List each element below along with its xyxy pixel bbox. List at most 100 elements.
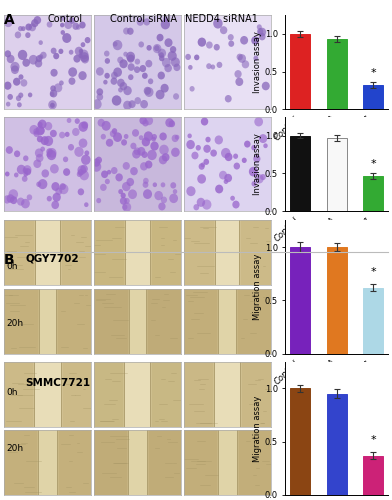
Bar xyxy=(38,430,57,495)
Bar xyxy=(327,247,347,354)
Circle shape xyxy=(9,189,18,200)
Circle shape xyxy=(42,170,49,177)
Circle shape xyxy=(124,198,130,204)
Circle shape xyxy=(156,34,163,42)
Circle shape xyxy=(142,72,148,79)
Circle shape xyxy=(173,93,179,100)
Circle shape xyxy=(10,196,17,204)
Text: A: A xyxy=(4,12,15,26)
Circle shape xyxy=(59,184,69,194)
Circle shape xyxy=(158,48,166,58)
Circle shape xyxy=(169,194,178,203)
Circle shape xyxy=(115,174,123,182)
Y-axis label: Migration assay: Migration assay xyxy=(253,395,262,462)
Circle shape xyxy=(223,179,228,184)
Circle shape xyxy=(137,147,145,156)
Circle shape xyxy=(14,172,18,178)
Bar xyxy=(129,288,146,354)
Circle shape xyxy=(242,158,247,163)
Circle shape xyxy=(18,26,23,32)
Circle shape xyxy=(63,168,70,176)
Circle shape xyxy=(100,184,107,191)
Circle shape xyxy=(130,167,138,175)
Circle shape xyxy=(101,170,108,178)
Circle shape xyxy=(29,55,38,64)
Circle shape xyxy=(203,159,209,165)
Circle shape xyxy=(23,165,31,174)
Bar xyxy=(124,362,151,426)
Circle shape xyxy=(29,125,38,134)
Circle shape xyxy=(11,66,19,74)
Circle shape xyxy=(78,71,87,80)
Circle shape xyxy=(143,182,149,188)
Circle shape xyxy=(225,153,232,161)
Circle shape xyxy=(225,95,232,102)
Circle shape xyxy=(81,55,89,64)
Circle shape xyxy=(123,100,132,110)
Circle shape xyxy=(38,126,45,134)
Circle shape xyxy=(214,44,220,51)
Circle shape xyxy=(196,145,201,150)
Circle shape xyxy=(206,42,213,48)
Circle shape xyxy=(191,152,198,160)
Circle shape xyxy=(21,26,25,31)
Circle shape xyxy=(152,134,157,140)
Circle shape xyxy=(81,122,88,129)
Circle shape xyxy=(37,122,43,128)
Text: NEDD4 siRNA1: NEDD4 siRNA1 xyxy=(185,14,258,24)
Circle shape xyxy=(216,62,222,68)
Circle shape xyxy=(122,182,131,191)
Circle shape xyxy=(122,202,131,212)
Circle shape xyxy=(50,92,54,97)
Circle shape xyxy=(63,156,68,162)
Circle shape xyxy=(110,130,116,137)
Circle shape xyxy=(253,155,260,162)
Circle shape xyxy=(161,182,165,188)
Circle shape xyxy=(205,136,211,142)
Circle shape xyxy=(254,56,258,61)
Bar xyxy=(218,430,237,495)
Circle shape xyxy=(188,65,192,70)
Circle shape xyxy=(201,162,205,168)
Circle shape xyxy=(259,134,267,143)
Circle shape xyxy=(96,67,104,76)
Circle shape xyxy=(25,32,31,38)
Circle shape xyxy=(159,144,169,155)
Circle shape xyxy=(224,174,232,182)
Circle shape xyxy=(175,134,180,140)
Circle shape xyxy=(111,72,118,79)
Circle shape xyxy=(79,138,87,148)
Circle shape xyxy=(170,182,176,188)
Circle shape xyxy=(128,74,134,80)
Circle shape xyxy=(96,94,103,100)
Circle shape xyxy=(104,50,109,56)
Circle shape xyxy=(111,78,117,85)
Circle shape xyxy=(113,68,122,77)
Circle shape xyxy=(84,150,89,156)
Circle shape xyxy=(28,92,33,98)
Circle shape xyxy=(35,148,43,158)
Text: 20h: 20h xyxy=(6,319,23,328)
Circle shape xyxy=(126,52,135,62)
Circle shape xyxy=(17,198,24,205)
Bar xyxy=(327,39,347,110)
Circle shape xyxy=(161,196,167,203)
Circle shape xyxy=(242,60,249,68)
Circle shape xyxy=(5,172,9,176)
Circle shape xyxy=(145,160,152,168)
Circle shape xyxy=(37,136,43,142)
Circle shape xyxy=(131,142,136,150)
Circle shape xyxy=(78,166,86,174)
Circle shape xyxy=(122,204,127,210)
Circle shape xyxy=(105,58,110,64)
Circle shape xyxy=(84,202,89,207)
Circle shape xyxy=(38,120,47,128)
Circle shape xyxy=(214,136,223,144)
Circle shape xyxy=(158,72,165,80)
Circle shape xyxy=(47,22,53,28)
Circle shape xyxy=(65,132,70,137)
Circle shape xyxy=(36,154,44,162)
Circle shape xyxy=(73,22,79,30)
Circle shape xyxy=(40,52,47,59)
Circle shape xyxy=(187,134,192,138)
